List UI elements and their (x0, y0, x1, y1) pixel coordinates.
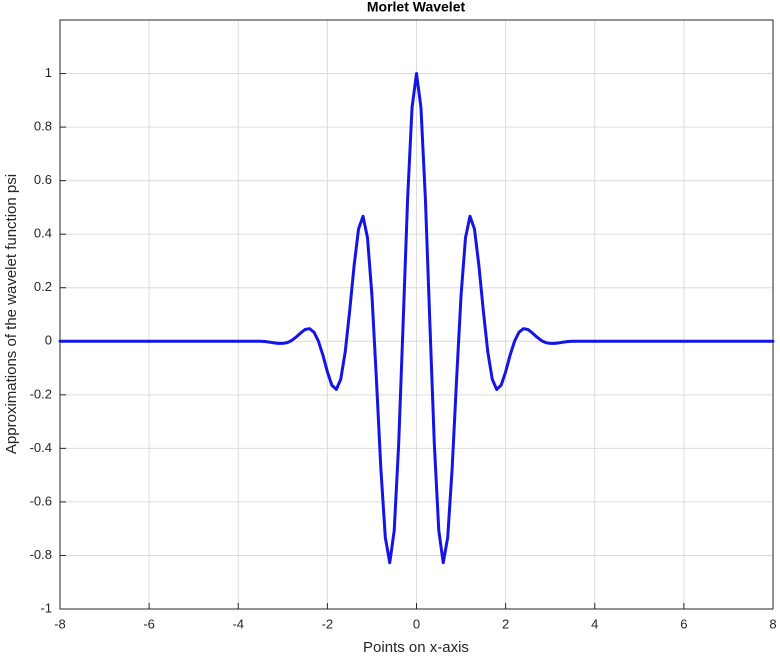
y-tick-label: 0.8 (34, 119, 52, 134)
x-tick-label: 4 (591, 616, 598, 631)
y-tick-label: 1 (45, 65, 52, 80)
plot-frame (59, 19, 774, 610)
x-tick-label: -4 (232, 616, 244, 631)
y-tick-label: -0.8 (30, 547, 52, 562)
y-tick-label: 0 (45, 333, 52, 348)
x-tick-label: -8 (54, 616, 66, 631)
y-axis-label: Approximations of the wavelet function p… (3, 174, 20, 454)
x-tick-label: 8 (769, 616, 776, 631)
y-tick-label: -1 (40, 600, 52, 615)
y-tick-label: -0.2 (30, 386, 52, 401)
chart-title: Morlet Wavelet (367, 0, 466, 15)
x-tick-label: 6 (680, 616, 687, 631)
y-tick-label: 0.2 (34, 279, 52, 294)
x-axis-label: Points on x-axis (363, 639, 469, 656)
y-tick-label: 0.4 (34, 226, 52, 241)
x-tick-label: 2 (502, 616, 509, 631)
y-tick-label: 0.6 (34, 172, 52, 187)
x-tick-label: -2 (322, 616, 334, 631)
x-tick-label: -6 (143, 616, 155, 631)
y-tick-label: -0.4 (30, 440, 52, 455)
x-tick-label: 0 (413, 616, 420, 631)
y-tick-label: -0.6 (30, 493, 52, 508)
wavelet-line (58, 72, 775, 565)
